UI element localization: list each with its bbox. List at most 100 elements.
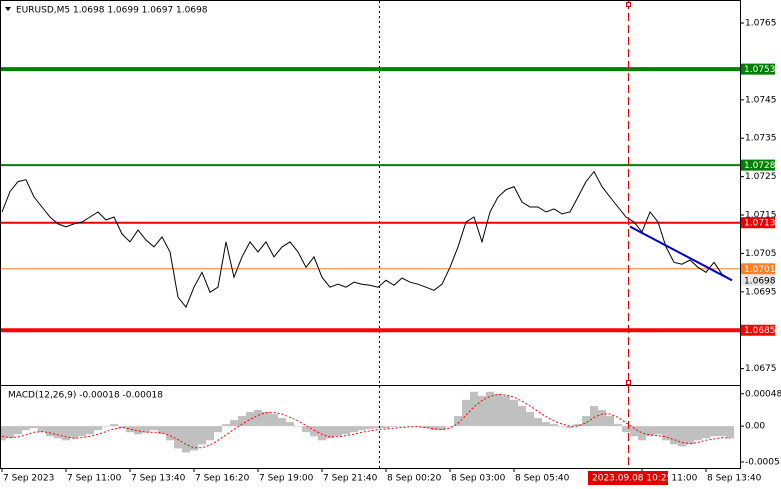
last-price-bg	[741, 274, 775, 286]
macd-bar	[534, 418, 542, 427]
x-tick-label: 7 Sep 13:40	[131, 474, 186, 484]
macd-bar	[206, 426, 214, 441]
macd-bar	[390, 426, 398, 427]
macd-bar	[158, 426, 166, 435]
macd-bar	[94, 426, 102, 431]
macd-bar	[646, 426, 654, 437]
macd-bar	[14, 426, 22, 435]
y-tick-label: 1.0745	[745, 95, 777, 105]
macd-bar	[38, 426, 46, 433]
macd-bar	[62, 426, 70, 441]
macd-bar	[198, 426, 206, 445]
macd-bar	[726, 426, 734, 439]
macd-bar	[670, 426, 678, 445]
macd-bar	[310, 426, 318, 437]
y-tick-label: 1.0735	[745, 134, 777, 144]
macd-bar	[454, 416, 462, 427]
macd-bar	[278, 418, 286, 427]
cursor-label: 2023.09.08 10:25	[592, 474, 672, 484]
macd-bar	[590, 405, 598, 427]
level-label: 1.0713	[744, 219, 776, 229]
macd-bar	[686, 426, 694, 445]
macd-bar	[246, 411, 254, 427]
y-tick-label: 1.0705	[745, 249, 777, 259]
macd-bar	[182, 426, 190, 453]
macd-bar	[598, 409, 606, 427]
macd-bar	[166, 426, 174, 441]
macd-bar	[150, 426, 158, 431]
macd-bar	[118, 426, 126, 429]
cursor-label-bg	[588, 471, 668, 485]
macd-bar	[614, 424, 622, 427]
y-tick-label: 1.0715	[745, 211, 777, 221]
macd-bar	[518, 405, 526, 427]
macd-bar	[326, 426, 334, 439]
macd-bar	[286, 422, 294, 427]
x-tick-label: 7 Sep 19:00	[259, 474, 314, 484]
macd-bar	[542, 422, 550, 427]
macd-bar	[654, 426, 662, 435]
x-tick-label: 8 Sep 11:00	[643, 474, 698, 484]
macd-bar	[718, 426, 726, 437]
level-label: 1.0728	[744, 161, 776, 171]
macd-bar	[558, 426, 566, 427]
plot: 1.0765 1.0745 1.0735 1.0725 1.0715 1.0705 1.06…	[0, 19, 781, 485]
y-tick-label: -0.00053	[745, 457, 781, 467]
y-tick-label: 1.0725	[745, 172, 777, 182]
macd-bar	[678, 426, 686, 447]
macd-bar	[334, 426, 342, 437]
macd-bar	[398, 426, 406, 427]
macd-bar	[430, 426, 438, 431]
x-tick-label: 7 Sep 11:00	[67, 474, 122, 484]
macd-bar	[6, 426, 14, 439]
y-tick-label: 1.0675	[745, 364, 777, 374]
macd-bar	[238, 416, 246, 427]
macd-bar	[78, 426, 86, 437]
macd-bar	[526, 411, 534, 427]
macd-bar	[550, 424, 558, 427]
y-tick-label: 0.00048	[745, 389, 781, 399]
x-tick-label: 8 Sep 13:40	[707, 474, 762, 484]
macd-bar	[414, 426, 422, 427]
macd-bar	[446, 426, 454, 427]
macd-bar	[382, 426, 390, 429]
x-tick-label: 7 Sep 16:20	[195, 474, 250, 484]
macd-bar	[478, 395, 486, 427]
x-tick-label: 7 Sep 21:40	[323, 474, 378, 484]
macd-bar	[318, 426, 326, 441]
macd-bar	[46, 426, 54, 437]
x-tick-label: 7 Sep 2023	[3, 474, 54, 484]
signal-line	[1, 393, 731, 449]
macd-bar	[422, 426, 430, 429]
macd-bar	[350, 426, 358, 433]
x-tick-label: 8 Sep 00:20	[387, 474, 442, 484]
level-label-bg	[741, 63, 775, 75]
macd-bar	[270, 414, 278, 427]
macd-bar	[462, 399, 470, 427]
macd-bar	[262, 411, 270, 427]
macd-bar	[438, 426, 446, 431]
macd-bar	[254, 409, 262, 427]
macd-bar	[710, 426, 718, 437]
macd-bar	[22, 426, 30, 431]
macd-bar	[630, 426, 638, 437]
macd-bar	[694, 426, 702, 441]
macd-bar	[486, 391, 494, 427]
title-arrow	[5, 7, 11, 11]
macd-bar	[342, 426, 350, 435]
macd-bar	[702, 426, 710, 439]
macd-bar	[662, 426, 670, 441]
chart-title: EURUSD,M5 1.0698 1.0699 1.0697 1.0698	[16, 6, 208, 16]
macd-bar	[366, 426, 374, 429]
macd-bar	[102, 426, 110, 427]
level-label-bg	[741, 324, 775, 336]
level-label-bg	[741, 217, 775, 229]
last-price-label: 1.0698	[744, 276, 776, 286]
macd-bar	[358, 426, 366, 431]
macd-title: MACD(12,26,9) -0.00018 -0.00018	[8, 391, 163, 401]
macd-bar	[86, 426, 94, 435]
macd-bar	[374, 426, 382, 429]
macd-bar	[142, 426, 150, 433]
